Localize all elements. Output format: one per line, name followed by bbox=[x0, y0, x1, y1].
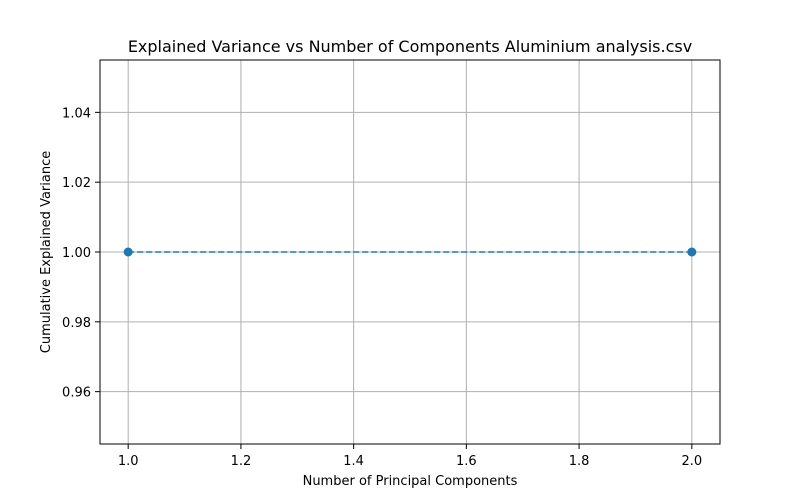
x-axis-ticks: 1.0 1.2 1.4 1.6 1.8 2.0 bbox=[118, 444, 702, 469]
x-tick-label: 1.2 bbox=[231, 454, 252, 469]
x-tick-label: 1.8 bbox=[569, 454, 590, 469]
y-axis-ticks: 0.96 0.98 1.00 1.02 1.04 bbox=[62, 106, 100, 401]
data-point bbox=[687, 247, 697, 257]
y-tick-label: 0.98 bbox=[62, 316, 91, 331]
chart-title: Explained Variance vs Number of Componen… bbox=[128, 37, 692, 56]
series-layer bbox=[123, 247, 697, 257]
x-tick-label: 1.4 bbox=[343, 454, 364, 469]
x-tick-label: 1.0 bbox=[118, 454, 139, 469]
y-tick-label: 1.00 bbox=[62, 246, 91, 261]
y-tick-label: 0.96 bbox=[62, 386, 91, 401]
y-tick-label: 1.02 bbox=[62, 176, 91, 191]
x-axis-label: Number of Principal Components bbox=[303, 474, 518, 489]
y-tick-label: 1.04 bbox=[62, 106, 91, 121]
x-tick-label: 1.6 bbox=[456, 454, 477, 469]
x-tick-label: 2.0 bbox=[681, 454, 702, 469]
y-axis-label: Cumulative Explained Variance bbox=[39, 151, 54, 353]
data-point bbox=[123, 247, 133, 257]
